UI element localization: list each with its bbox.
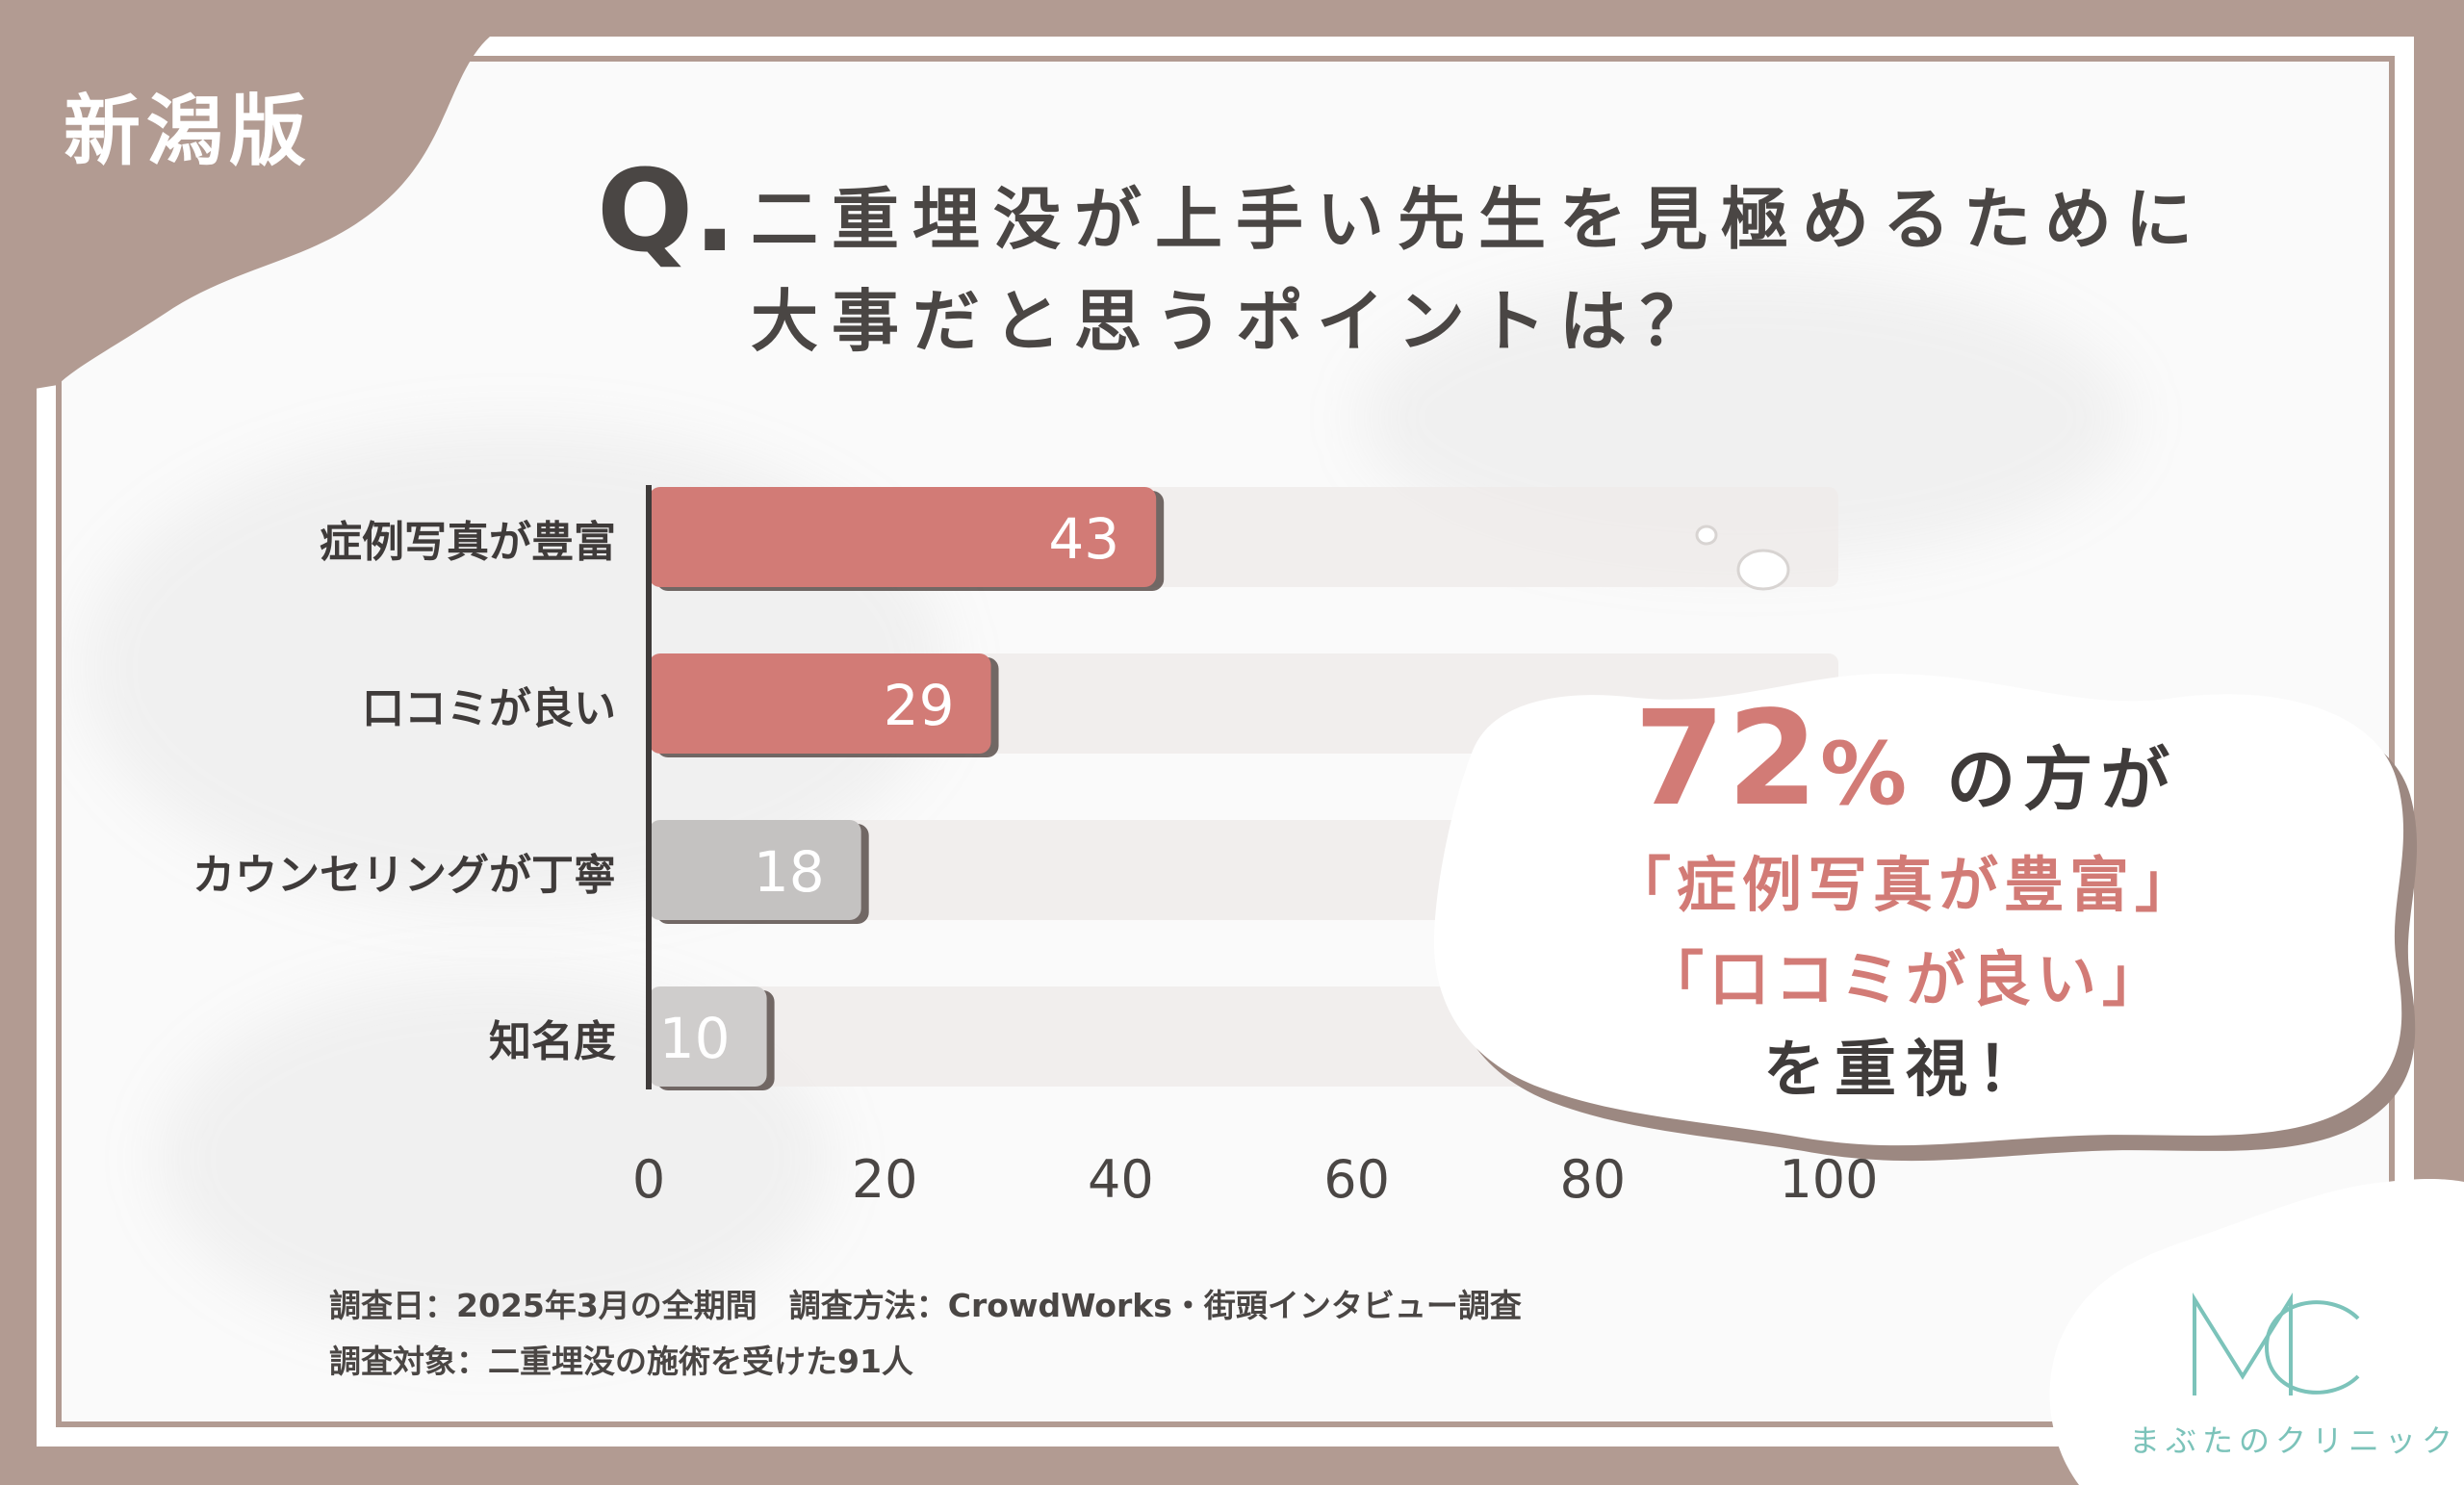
bar: [649, 820, 861, 920]
x-tick-label: 40: [1088, 1149, 1154, 1210]
callout-text: 72% の方が 「症例写真が豊富」 「口コミが良い」 を重視！: [1434, 683, 2377, 1116]
region-label: 新潟版: [64, 87, 312, 176]
x-tick-label: 80: [1559, 1149, 1626, 1210]
decoration-dot: [1736, 549, 1790, 591]
question-mark: Q.: [597, 144, 737, 277]
category-label: 口コミが良い: [362, 684, 616, 733]
clinic-logo-name: まぶたのクリニック: [2129, 1422, 2459, 1459]
x-ticks: 0 20 40 60 80 100: [632, 1149, 1879, 1210]
bar: [649, 986, 767, 1087]
bars: 43 29 18 10: [646, 485, 1165, 1090]
x-tick-label: 100: [1779, 1149, 1878, 1210]
footnote-survey-method: 調査日：2025年3月の全期間 調査方法：CrowdWorks・街頭インタビュー…: [329, 1287, 1522, 1324]
bar-value-label: 10: [659, 1006, 731, 1071]
decorations: [1695, 525, 1790, 591]
question-line-1: 二重埋没が上手い先生を見極めるために: [751, 180, 2206, 259]
bar-value-label: 29: [884, 673, 955, 738]
callout-line1-rest: の方が: [1946, 739, 2178, 820]
x-tick-label: 0: [632, 1149, 665, 1210]
category-label: カウンセリングが丁寧: [192, 851, 616, 900]
bar: [649, 487, 1157, 587]
bar-value-label: 43: [1048, 506, 1119, 572]
clinic-logo-mark: [2193, 1293, 2360, 1395]
x-tick-label: 60: [1323, 1149, 1390, 1210]
bar: [649, 653, 991, 754]
question-line-2: 大事だと思うポイントは？: [751, 282, 1721, 361]
callout-percent: 72: [1633, 683, 1820, 835]
corner-blob-bottom-right: [2049, 1178, 2464, 1485]
decoration-dot: [1695, 525, 1718, 546]
callout-quote-2: 「口コミが良い」: [1643, 944, 2168, 1014]
corner-blob-top-left: [0, 0, 500, 395]
callout-percent-sign: %: [1819, 724, 1915, 825]
callout-headline: 72% の方が: [1434, 683, 2377, 835]
footnote-survey-target: 調査対象：二重埋没の施術を受けた91人: [329, 1343, 913, 1380]
callout-ending: を重視！: [1763, 1035, 2048, 1106]
category-label: 症例写真が豊富: [320, 518, 616, 567]
category-label: 知名度: [489, 1017, 616, 1066]
callout-quote-1: 「症例写真が豊富」: [1610, 850, 2200, 920]
bar-value-label: 18: [754, 839, 825, 905]
x-tick-label: 20: [852, 1149, 918, 1210]
